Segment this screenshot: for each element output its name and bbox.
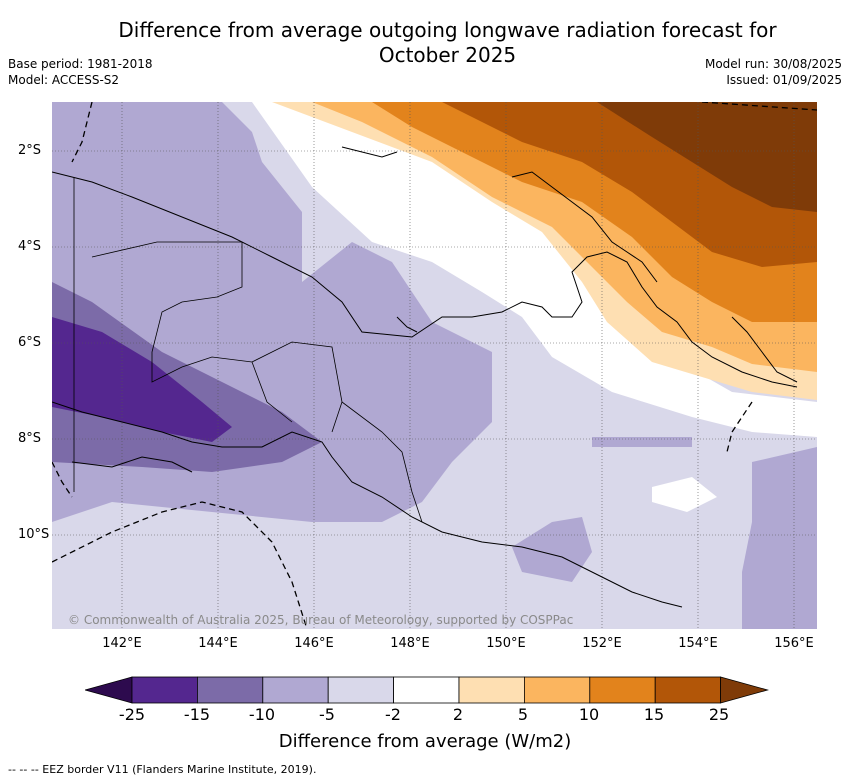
colorbar-tick-label: 2 — [452, 705, 464, 724]
lat-label: 6°S — [18, 335, 42, 350]
colorbar — [83, 675, 770, 709]
lon-label: 156°E — [774, 636, 814, 651]
province-borders — [73, 177, 423, 523]
colorbar-tick-label: -25 — [118, 705, 146, 724]
band-medium-lavender — [592, 437, 692, 447]
lat-label: 4°S — [18, 239, 42, 254]
band-medium-lavender — [512, 517, 592, 582]
lon-label: 154°E — [678, 636, 718, 651]
colorbar-title: Difference from average (W/m2) — [278, 731, 572, 752]
band-dark-lavender — [52, 282, 322, 472]
colorbar-extend-min — [83, 676, 133, 704]
eez-legend-note: -- -- -- EEZ border V11 (Flanders Marine… — [8, 763, 317, 776]
band-medium-lavender — [382, 352, 472, 402]
band-medium-lavender — [742, 447, 817, 629]
colorbar-segment — [131, 676, 198, 704]
colorbar-tick-label: -5 — [319, 705, 335, 724]
colorbar-segment — [327, 676, 394, 704]
lon-label: 146°E — [294, 636, 334, 651]
map-area — [52, 102, 817, 629]
band-neutral — [652, 477, 717, 512]
colorbar-segment — [654, 676, 722, 704]
metadata-left: Base period: 1981-2018 Model: ACCESS-S2 — [8, 56, 153, 88]
colorbar-tick-label: 15 — [643, 705, 665, 724]
colorbar-segment — [458, 676, 525, 704]
map-title: Difference from average outgoing longwav… — [118, 18, 777, 67]
issued-text: Issued: 01/09/2025 — [726, 73, 842, 87]
lon-label: 152°E — [582, 636, 622, 651]
lon-label: 148°E — [390, 636, 430, 651]
lon-label: 150°E — [486, 636, 526, 651]
colorbar-tick-label: 25 — [708, 705, 730, 724]
colorbar-tick-label: 5 — [517, 705, 529, 724]
lat-label: 2°S — [18, 143, 42, 158]
coastlines — [52, 146, 798, 608]
metadata-right: Model run: 30/08/2025 Issued: 01/09/2025 — [705, 56, 842, 88]
graticule — [52, 102, 817, 629]
eez-borders — [52, 102, 817, 629]
colorbar-tick-label: -10 — [248, 705, 276, 724]
base-period-text: Base period: 1981-2018 — [8, 57, 153, 71]
olr-anomaly-map — [52, 102, 817, 629]
lon-label: 142°E — [102, 636, 142, 651]
colorbar-segment — [523, 676, 591, 704]
lat-label: 10°S — [18, 527, 50, 542]
colorbar-segment — [262, 676, 329, 704]
colorbar-tick-label: -2 — [385, 705, 401, 724]
model-text: Model: ACCESS-S2 — [8, 73, 120, 87]
colorbar-tick-label: -15 — [183, 705, 211, 724]
colorbar-segment — [393, 676, 460, 704]
model-run-text: Model run: 30/08/2025 — [704, 57, 842, 71]
colorbar-segment — [197, 676, 264, 704]
copyright-notice: © Commonwealth of Australia 2025, Bureau… — [68, 613, 574, 627]
lat-label: 8°S — [18, 431, 42, 446]
band-deep-purple — [52, 317, 232, 442]
band-neutral — [252, 102, 817, 437]
colorbar-svg — [83, 676, 770, 704]
colorbar-segment — [589, 676, 656, 704]
colorbar-extend-max — [720, 676, 770, 704]
lon-label: 144°E — [198, 636, 238, 651]
band-dark-brown — [597, 102, 817, 212]
colorbar-tick-label: 10 — [578, 705, 600, 724]
